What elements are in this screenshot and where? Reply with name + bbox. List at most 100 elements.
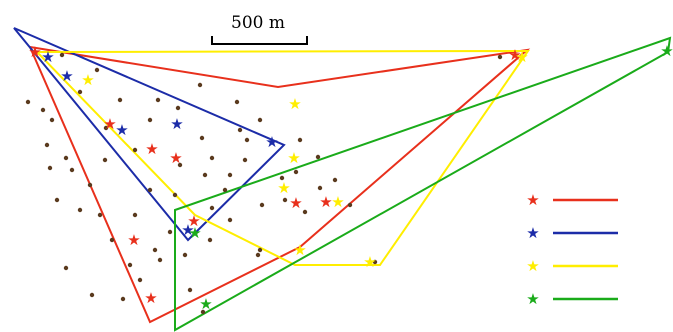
location-dot [293, 169, 299, 175]
legend-yellow-star-icon: ★ [526, 257, 539, 275]
location-points [25, 52, 503, 315]
location-dot [347, 202, 353, 208]
location-dot [187, 287, 193, 293]
location-dot [197, 82, 203, 88]
location-dot [59, 52, 65, 58]
legend-blue-star-icon: ★ [526, 224, 539, 242]
yellow-star-icon: ★ [331, 193, 344, 211]
yellow-star-icon: ★ [288, 95, 301, 113]
location-dot [152, 247, 158, 253]
location-dot [40, 107, 46, 113]
location-dot [25, 99, 31, 105]
blue-star-icon: ★ [265, 133, 278, 151]
yellow-star-icon: ★ [287, 149, 300, 167]
location-dot [54, 197, 60, 203]
location-dot [199, 135, 205, 141]
location-dot [47, 165, 53, 171]
location-dot [317, 185, 323, 191]
location-dot [227, 217, 233, 223]
location-dot [89, 292, 95, 298]
blue-star-icon: ★ [181, 221, 194, 239]
location-dot [315, 154, 321, 160]
location-dot [257, 247, 263, 253]
location-dot [279, 175, 285, 181]
red-star-icon: ★ [28, 43, 41, 61]
blue-star-icon: ★ [115, 121, 128, 139]
location-dot [103, 125, 109, 131]
red-star-icon: ★ [187, 212, 200, 230]
yellow-star-icon: ★ [515, 48, 528, 66]
location-dot [200, 309, 206, 315]
yellow-star-icon: ★ [363, 253, 376, 271]
location-dot [222, 187, 228, 193]
location-dot [297, 137, 303, 143]
location-dot [120, 296, 126, 302]
location-dot [202, 172, 208, 178]
legend-red-star-icon: ★ [526, 191, 539, 209]
blue-star-icon: ★ [41, 48, 54, 66]
location-dot [372, 259, 378, 265]
location-dot [244, 137, 250, 143]
location-dot [332, 177, 338, 183]
green-star-icon: ★ [188, 224, 201, 242]
green-star-icon: ★ [660, 42, 673, 60]
location-dot [137, 277, 143, 283]
location-dot [63, 155, 69, 161]
location-dot [302, 209, 308, 215]
home-range-polygons [13, 27, 672, 332]
yellow-star-icon: ★ [81, 71, 94, 89]
location-dot [227, 172, 233, 178]
yellow-star-icon: ★ [293, 241, 306, 259]
location-dot [87, 182, 93, 188]
scale-bar: 500 m [211, 13, 308, 45]
legend: ★ ★ ★ ★ [526, 191, 618, 308]
blue-star-icon: ★ [60, 67, 73, 85]
yellow-star-icon: ★ [277, 179, 290, 197]
red-range-polygon [28, 45, 531, 324]
blue-star-icon: ★ [170, 115, 183, 133]
location-dot [102, 157, 108, 163]
location-dot [177, 162, 183, 168]
location-dot [237, 127, 243, 133]
yellow-range-polygon [34, 49, 530, 266]
green-range-polygon [174, 36, 672, 332]
location-dot [497, 54, 503, 60]
red-star-icon: ★ [289, 194, 302, 212]
location-dot [69, 167, 75, 173]
location-dot [182, 252, 188, 258]
red-star-icon: ★ [319, 193, 332, 211]
red-star-icon: ★ [144, 289, 157, 307]
location-dot [132, 212, 138, 218]
location-dot [172, 192, 178, 198]
location-dot [155, 97, 161, 103]
location-dot [255, 252, 261, 258]
location-dot [242, 157, 248, 163]
blue-range-polygon [13, 27, 286, 242]
location-dot [209, 155, 215, 161]
location-dot [282, 197, 288, 203]
location-dot [109, 237, 115, 243]
location-dot [257, 117, 263, 123]
location-dot [207, 237, 213, 243]
location-dot [147, 187, 153, 193]
scale-bar-line [211, 36, 308, 45]
location-dot [117, 97, 123, 103]
location-dot [132, 147, 138, 153]
location-dot [157, 257, 163, 263]
location-dot [147, 117, 153, 123]
location-dot [77, 207, 83, 213]
location-dot [94, 67, 100, 73]
scale-bar-label: 500 m [231, 13, 285, 33]
location-dot [127, 262, 133, 268]
location-dot [97, 212, 103, 218]
location-dot [167, 229, 173, 235]
red-star-icon: ★ [508, 46, 521, 64]
location-dot [209, 205, 215, 211]
location-dot [77, 89, 83, 95]
location-dot [259, 202, 265, 208]
location-dot [49, 117, 55, 123]
red-star-icon: ★ [145, 140, 158, 158]
legend-green-star-icon: ★ [526, 290, 539, 308]
location-dot [234, 99, 240, 105]
